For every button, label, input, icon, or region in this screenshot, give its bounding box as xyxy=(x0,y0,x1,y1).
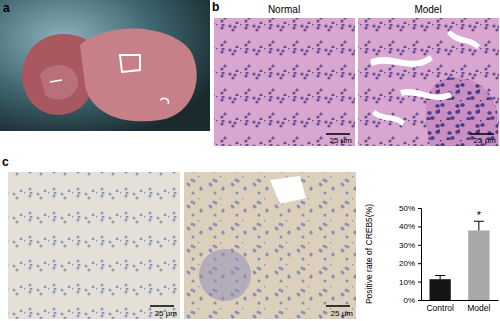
liver-lobe xyxy=(80,29,197,122)
image xyxy=(214,18,355,146)
image-title: Normal xyxy=(268,4,300,15)
annotation: * xyxy=(477,209,482,221)
photo xyxy=(0,0,210,131)
tick-mark xyxy=(418,300,421,301)
tick-mark xyxy=(418,245,421,246)
tick: 50% xyxy=(399,204,421,213)
image xyxy=(8,172,180,319)
histology-image: Model 25 μm xyxy=(358,4,499,146)
panel-c: c 25 μm 25 μm xyxy=(2,155,356,319)
image xyxy=(184,172,356,319)
error-bar xyxy=(478,221,479,230)
tick-mark xyxy=(418,263,421,264)
x-axis: Control Model xyxy=(422,301,499,314)
tick: Model xyxy=(467,303,490,313)
highlight xyxy=(160,98,168,104)
bar-chart: 0% 10% 20% 30% 40% 50% Control Model Positive ra… xyxy=(364,204,499,313)
histology-image: Normal 25 μm xyxy=(214,4,355,146)
scale-bar xyxy=(326,133,350,135)
tick-mark xyxy=(418,208,421,209)
ihc-image: 25 μm xyxy=(8,172,180,319)
bar xyxy=(430,279,451,300)
tick: 0% xyxy=(403,296,421,305)
highlight xyxy=(50,80,62,82)
error-cap xyxy=(435,275,445,276)
panel-b: b Normal 25 μm Model 25 μm xyxy=(212,0,499,146)
tick-label: 50% xyxy=(399,204,415,213)
scale-bar xyxy=(150,305,174,307)
axis-line xyxy=(422,300,499,301)
lesion xyxy=(426,77,498,146)
panel-a: a xyxy=(0,0,210,131)
tick: 30% xyxy=(399,241,421,250)
scale-bar-label: 25 μm xyxy=(474,136,497,145)
tick-label: 30% xyxy=(399,241,415,250)
tick: Control xyxy=(426,303,454,313)
tick: 20% xyxy=(399,259,421,268)
tick-label: Model xyxy=(467,303,490,313)
panel-label: a xyxy=(3,1,10,15)
scale-bar-label: 25 μm xyxy=(155,309,178,318)
axis-line xyxy=(418,209,422,301)
panel-label: b xyxy=(212,0,219,14)
sinusoid xyxy=(372,110,405,126)
scale-bar xyxy=(326,305,350,307)
tick-label: 0% xyxy=(403,296,415,305)
marks xyxy=(430,221,490,300)
y-axis: 0% 10% 20% 30% 40% 50% xyxy=(399,204,422,305)
y-axis-title: Positive rate of CREB5(%) xyxy=(364,204,374,304)
vessel xyxy=(270,176,306,204)
ihc-image: 25 μm xyxy=(184,172,356,319)
tick-label: 40% xyxy=(399,222,415,231)
error-bar xyxy=(440,276,441,280)
tick: 10% xyxy=(399,278,421,287)
liver-lobe xyxy=(40,65,78,100)
tick-mark xyxy=(418,226,421,227)
scale-bar-label: 25 μm xyxy=(331,309,354,318)
sinusoid xyxy=(400,89,452,100)
tick-label: 10% xyxy=(399,278,415,287)
figure: a b Normal 25 μm Model 25 μm c 25 μm 25 μm 0% 10% 2… xyxy=(0,0,500,321)
highlight xyxy=(120,55,140,72)
sinusoid xyxy=(370,55,433,67)
tick: 40% xyxy=(399,222,421,231)
tick-mark xyxy=(418,282,421,283)
bar xyxy=(468,230,489,300)
panel-label: c xyxy=(2,155,9,169)
image-title: Model xyxy=(414,4,441,15)
tick-label: 20% xyxy=(399,259,415,268)
scale-bar-label: 25 μm xyxy=(330,136,353,145)
sinusoid xyxy=(447,30,480,49)
tick-label: Control xyxy=(426,303,454,313)
image xyxy=(358,18,499,146)
scale-bar xyxy=(470,133,494,135)
cell-cluster xyxy=(199,249,251,301)
